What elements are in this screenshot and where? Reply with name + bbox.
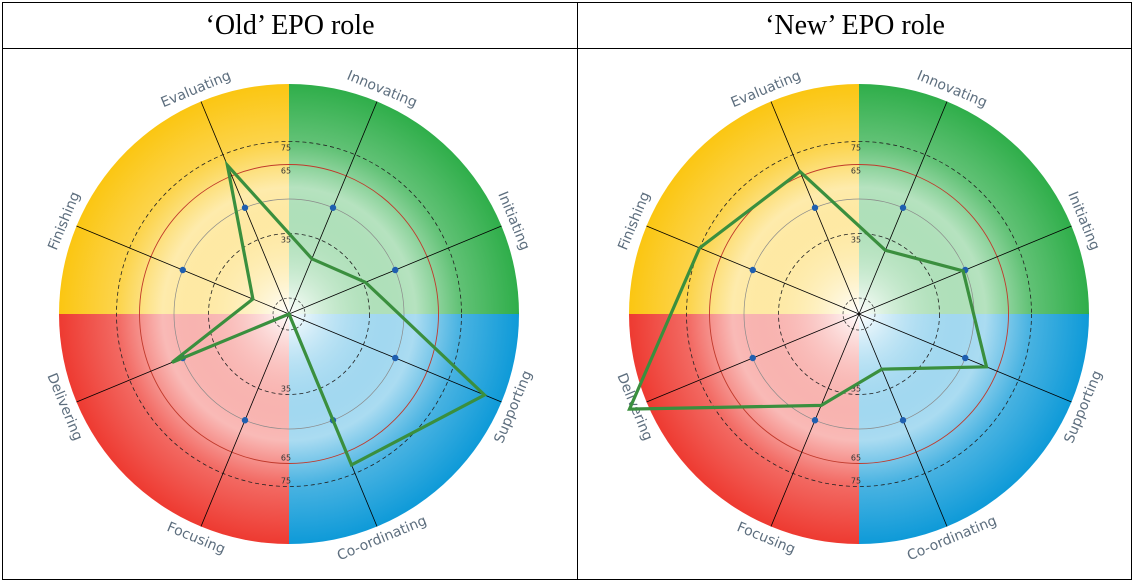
series-polygon: [627, 169, 989, 411]
ring-75: [686, 141, 1032, 487]
reference-dot: [962, 354, 969, 362]
column-divider: [577, 3, 578, 579]
reference-dot: [179, 266, 186, 274]
ring-label-bottom: 35: [851, 385, 861, 394]
reference-dot: [811, 417, 819, 424]
quadrant-green: [859, 84, 1089, 314]
ring-label-top: 65: [281, 167, 291, 176]
ring-50: [173, 198, 405, 430]
quadrant-green: [289, 84, 519, 314]
ring-label-bottom: 35: [281, 385, 291, 394]
reference-dot: [241, 417, 249, 424]
ring-label-top: 35: [851, 236, 861, 245]
reference-dot: [899, 204, 907, 211]
header-old-role: ‘Old’ EPO role: [205, 10, 375, 41]
old-role-radar-chart: 353565657575InnovatingInitiatingSupporti…: [43, 68, 1105, 564]
ring-label-top: 75: [851, 144, 861, 153]
reference-dot: [392, 266, 399, 274]
ring-label-top: 35: [281, 236, 291, 245]
ring-label-bottom: 65: [851, 454, 861, 463]
series-polygon: [171, 159, 488, 468]
ring-75: [116, 141, 462, 487]
ring-label-top: 65: [851, 167, 861, 176]
reference-dot: [899, 417, 907, 424]
radar-chart-old: 353565657575InnovatingInitiatingSupporti…: [43, 68, 535, 564]
ring-label-bottom: 75: [851, 477, 861, 486]
quadrant-blue: [859, 314, 1089, 544]
reference-dot: [241, 204, 249, 211]
quadrant-red: [59, 314, 289, 544]
quadrant-yellow: [59, 84, 289, 314]
ring-65: [139, 164, 439, 464]
ring-label-bottom: 65: [281, 454, 291, 463]
reference-dot: [811, 204, 819, 211]
ring-label-top: 75: [281, 144, 291, 153]
radar-chart-new: 353565657575InnovatingInitiatingSupporti…: [613, 68, 1105, 564]
reference-dot: [749, 354, 756, 362]
reference-dot: [329, 204, 337, 211]
quadrant-blue: [289, 314, 519, 544]
reference-dot: [749, 266, 756, 274]
ring-65: [709, 164, 1009, 464]
quadrant-yellow: [629, 84, 859, 314]
center-ring: [842, 297, 876, 331]
quadrant-red: [629, 314, 859, 544]
header-new-role: ‘New’ EPO role: [765, 10, 945, 41]
reference-dot: [392, 354, 399, 362]
center-ring: [272, 297, 306, 331]
ring-label-bottom: 75: [281, 477, 291, 486]
table-header-row: [3, 3, 1131, 49]
ring-35: [778, 233, 940, 395]
